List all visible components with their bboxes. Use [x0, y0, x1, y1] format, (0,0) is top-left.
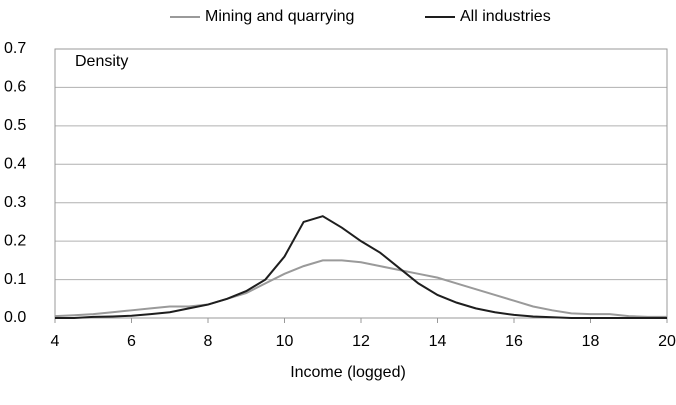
- x-tick-label: 12: [352, 333, 370, 350]
- plot-border: [54, 48, 668, 319]
- x-axis-label: Income (logged): [290, 364, 406, 381]
- y-tick-label: 0.3: [4, 194, 26, 211]
- y-tick-label: 0.0: [4, 309, 26, 326]
- x-tick-label: 16: [505, 333, 523, 350]
- y-axis-label: Density: [75, 53, 128, 70]
- y-tick-label: 0.1: [4, 271, 26, 288]
- series-line: [55, 215, 667, 319]
- legend-label: Mining and quarrying: [205, 8, 354, 25]
- x-tick-label: 4: [51, 333, 60, 350]
- x-tick-label: 10: [276, 333, 294, 350]
- x-tick-label: 14: [429, 333, 447, 350]
- y-tick-label: 0.6: [4, 79, 26, 96]
- x-tick-label: 20: [658, 333, 676, 350]
- y-tick-label: 0.2: [4, 232, 26, 249]
- x-tick-label: 18: [582, 333, 600, 350]
- x-tick-label: 6: [127, 333, 136, 350]
- legend-label: All industries: [460, 8, 551, 25]
- x-tick-label: 8: [204, 333, 213, 350]
- series-line: [54, 259, 667, 318]
- y-tick-label: 0.4: [4, 156, 26, 173]
- y-tick-label: 0.7: [4, 40, 26, 57]
- y-tick-label: 0.5: [4, 117, 26, 134]
